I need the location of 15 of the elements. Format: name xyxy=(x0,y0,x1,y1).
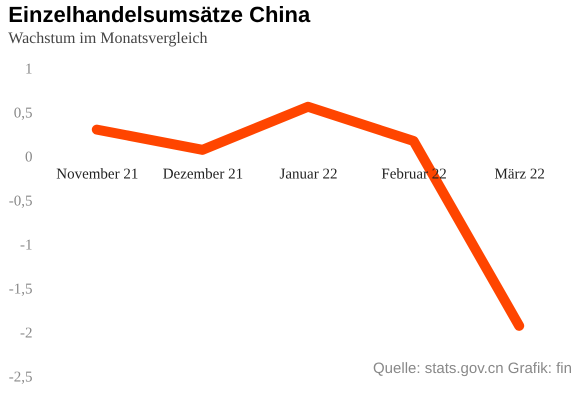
y-tick-label: -2,5 xyxy=(8,370,32,386)
y-tick-label: 0,5 xyxy=(14,106,32,122)
x-tick-label: März 22 xyxy=(494,166,545,182)
y-tick-label: -2 xyxy=(20,326,32,342)
y-tick-label: -0,5 xyxy=(8,194,32,210)
chart-subtitle: Wachstum im Monatsvergleich xyxy=(8,30,208,47)
y-tick-label: -1 xyxy=(20,238,32,254)
y-tick-label: 0 xyxy=(25,150,32,166)
y-tick-label: -1,5 xyxy=(8,282,32,298)
y-tick-label: 1 xyxy=(25,62,32,78)
x-tick-label: Januar 22 xyxy=(280,166,338,182)
x-tick-label: November 21 xyxy=(56,166,138,182)
annotation: Quelle: stats.gov.cn Grafik: fin xyxy=(373,360,572,377)
x-tick-label: Dezember 21 xyxy=(162,166,244,182)
chart-title: Einzelhandelsumsätze China xyxy=(8,2,311,27)
